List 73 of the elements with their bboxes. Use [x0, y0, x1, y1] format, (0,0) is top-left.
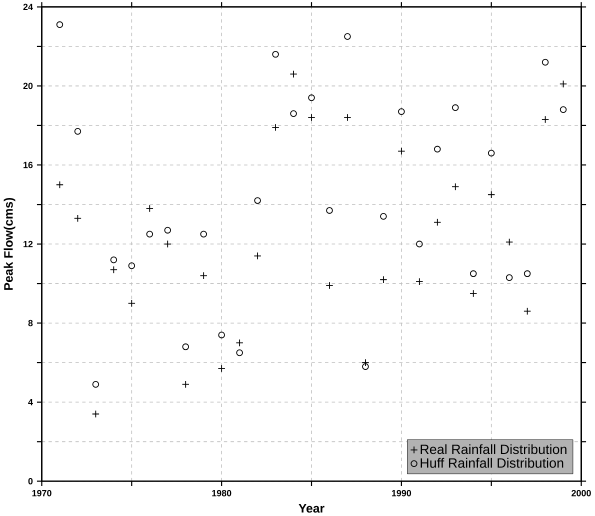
point — [488, 150, 495, 156]
y-tick-label: 0 — [28, 478, 33, 484]
point — [506, 238, 514, 246]
point — [470, 289, 478, 298]
y-tick-label: 24 — [23, 4, 33, 10]
point — [182, 380, 190, 388]
point — [470, 270, 477, 277]
point — [74, 214, 82, 222]
point — [541, 116, 550, 124]
y-tick-label: 4 — [28, 398, 33, 406]
point — [236, 338, 244, 346]
point — [254, 196, 261, 204]
point — [272, 123, 280, 132]
point — [308, 114, 316, 122]
point — [380, 212, 387, 220]
point — [74, 128, 82, 135]
point — [146, 204, 154, 212]
point — [326, 282, 334, 290]
point — [542, 58, 549, 66]
point — [362, 358, 370, 366]
x-axis-title: Year — [298, 504, 324, 512]
point — [506, 274, 513, 281]
point — [110, 266, 118, 274]
point — [218, 364, 226, 372]
point — [308, 94, 315, 101]
point — [56, 180, 64, 188]
point — [164, 240, 172, 248]
point — [434, 146, 441, 152]
point — [272, 50, 279, 58]
x-tick-label: 2000 — [572, 490, 591, 496]
point — [380, 276, 388, 284]
point — [182, 343, 189, 350]
point — [523, 307, 532, 315]
point — [290, 70, 298, 78]
point — [236, 349, 243, 356]
legend-label: Huff Rainfall Distribution — [420, 458, 564, 468]
point — [434, 218, 442, 226]
point — [416, 240, 423, 248]
point — [452, 182, 460, 190]
point — [56, 21, 64, 28]
point — [416, 278, 424, 286]
point — [128, 299, 136, 307]
point — [344, 32, 351, 40]
y-tick-label: 16 — [24, 162, 33, 168]
point — [290, 110, 297, 117]
point — [398, 108, 405, 115]
y-axis-title: Peak Flow(cms) — [4, 198, 16, 290]
x-tick-label: 1980 — [212, 490, 232, 496]
point — [398, 147, 406, 155]
point — [128, 262, 136, 269]
point — [559, 80, 568, 88]
point — [92, 410, 100, 418]
y-tick-label: 12 — [24, 240, 33, 247]
y-tick-label: 20 — [23, 82, 33, 89]
legend-label: Real Rainfall Distribution — [420, 444, 566, 454]
point — [344, 114, 352, 122]
point — [92, 380, 100, 388]
point — [254, 252, 262, 260]
y-tick-label: 8 — [28, 320, 33, 326]
point — [218, 331, 225, 338]
point — [146, 230, 154, 238]
point — [452, 104, 459, 111]
point — [200, 272, 208, 280]
x-tick-label: 1970 — [32, 490, 52, 496]
point — [200, 230, 207, 238]
point — [488, 190, 496, 198]
point — [164, 226, 172, 234]
point — [524, 270, 531, 277]
x-tick-label: 1990 — [392, 490, 412, 496]
point — [560, 106, 567, 113]
point — [326, 206, 333, 214]
point — [110, 256, 118, 264]
point — [362, 363, 369, 370]
